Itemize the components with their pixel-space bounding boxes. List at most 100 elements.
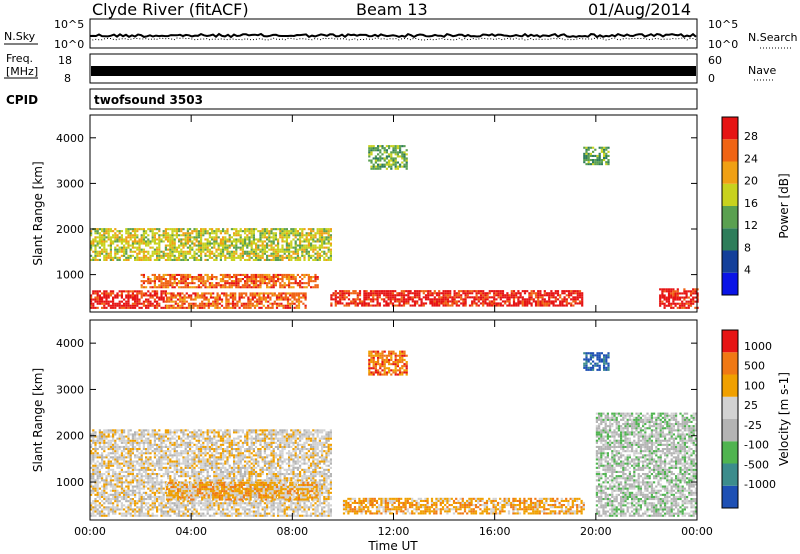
range-cell [142,250,145,253]
range-cell [153,456,156,459]
range-cell [167,485,170,488]
range-cell [440,302,443,305]
range-cell [181,306,184,309]
range-cell [288,286,291,289]
range-cell [305,248,308,251]
range-cell [304,292,307,295]
range-cell [134,306,137,309]
range-cell [277,280,280,283]
range-cell [401,161,404,164]
range-cell [263,280,266,283]
range-cell [103,254,106,257]
range-cell [107,230,110,233]
range-cell [109,242,112,245]
range-cell [274,280,277,283]
range-cell [244,230,247,233]
range-cell [497,292,500,295]
range-cell [173,495,176,498]
range-cell [186,475,189,478]
range-cell [149,254,152,257]
range-cell [103,460,106,463]
range-cell [229,306,232,309]
range-cell [114,493,117,496]
range-cell [103,429,106,432]
range-cell [399,145,402,148]
range-cell [191,460,194,463]
range-cell [592,161,595,164]
range-cell [125,485,128,488]
range-cell [493,296,496,299]
range-cell [116,502,119,505]
range-cell [435,300,439,303]
range-cell [372,157,375,160]
range-cell [138,498,141,501]
range-cell [296,232,299,235]
range-cell [197,273,200,276]
range-cell [431,304,434,307]
range-cell [180,498,183,501]
range-cell [683,298,686,301]
noise-strip: N.Sky 10^5 10^0 10^5 10^0 N.Search [4,18,798,51]
range-cell [186,441,189,444]
range-cell [477,290,480,293]
range-cell [90,232,93,235]
range-cell [175,228,178,231]
range-cell [140,286,143,289]
range-cell [372,145,375,148]
range-cell [508,298,511,301]
range-cell [195,512,198,515]
range-cell [120,300,123,303]
range-cell [96,230,99,233]
range-cell [105,441,108,444]
range-cell [361,300,364,303]
range-cell [178,234,181,237]
range-cell [171,238,174,241]
range-cell [567,302,571,305]
range-cell [158,460,161,463]
range-cell [171,234,174,237]
range-cell [147,431,150,434]
range-cell [171,456,174,459]
range-cell [162,250,165,253]
range-cell [96,244,99,247]
range-cell [134,475,137,478]
range-cell [182,246,185,249]
range-cell [257,254,260,257]
range-cell [153,306,156,309]
range-cell [285,230,288,233]
range-cell [272,246,275,249]
range-cell [186,278,189,281]
colorbar-tick-label: 28 [744,130,758,143]
range-cell [162,445,165,448]
range-cell [202,282,205,285]
range-cell [138,514,141,517]
range-cell [112,256,115,259]
range-cell [310,256,313,259]
range-cell [162,493,165,496]
range-cell [189,232,192,235]
range-cell [193,479,196,482]
range-cell [138,246,141,249]
range-cell [109,448,112,451]
range-cell [189,512,192,515]
range-cell [151,250,154,253]
range-cell [659,298,662,301]
range-cell [156,246,159,249]
range-cell [438,290,441,293]
range-cell [280,296,283,299]
range-cell [237,278,240,281]
range-cell [92,250,95,253]
range-cell [169,506,172,509]
range-cell [401,155,404,158]
range-cell [98,510,101,513]
range-cell [189,500,192,503]
range-cell [147,458,150,461]
range-cell [202,466,205,469]
range-cell [94,483,97,486]
range-cell [268,248,271,251]
y-axis-title: Slant Range [km] [31,161,45,265]
range-cell [136,298,139,301]
range-cell [576,298,579,301]
range-cell [173,468,176,471]
range-cell [603,146,606,149]
